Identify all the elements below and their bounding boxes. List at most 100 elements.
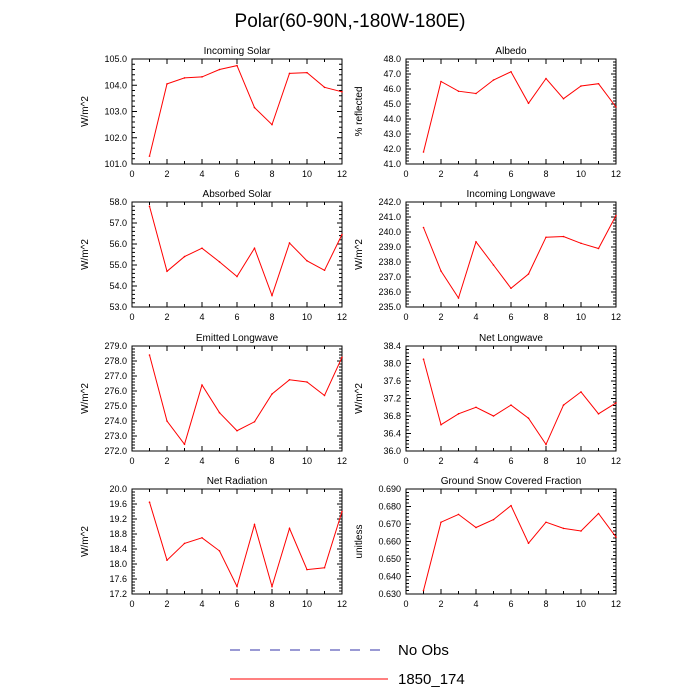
data-point (510, 70, 512, 73)
x-tick-label: 4 (473, 599, 478, 609)
data-point (597, 512, 600, 515)
data-point (323, 566, 326, 569)
x-tick-label: 2 (438, 599, 443, 609)
data-point (341, 510, 343, 513)
y-tick-label: 45.0 (383, 99, 401, 109)
y-tick-label: 48.0 (383, 54, 401, 64)
y-tick-label: 17.2 (109, 589, 127, 599)
data-point (545, 521, 547, 524)
y-tick-label: 278.0 (104, 356, 127, 366)
x-tick-label: 0 (403, 599, 408, 609)
y-tick-label: 18.0 (109, 559, 127, 569)
y-axis-label: unitless (354, 525, 365, 559)
x-tick-label: 6 (234, 599, 239, 609)
series-line-1850-174 (423, 358, 617, 446)
data-point (253, 420, 256, 423)
x-tick-label: 8 (543, 169, 548, 179)
x-tick-label: 8 (543, 599, 548, 609)
data-point (271, 294, 273, 297)
y-tick-label: 241.0 (378, 212, 401, 222)
x-tick-label: 0 (129, 169, 134, 179)
data-point (597, 413, 600, 415)
x-tick-label: 10 (576, 456, 586, 466)
data-point (236, 585, 238, 588)
data-point (201, 384, 203, 386)
series-line-1850-174 (423, 215, 617, 300)
x-tick-label: 12 (611, 169, 621, 179)
x-tick-label: 0 (403, 169, 408, 179)
x-tick-label: 0 (129, 312, 134, 322)
figure-title: Polar(60-90N,-180W-180E) (235, 11, 466, 32)
y-tick-label: 43.0 (383, 129, 401, 139)
y-tick-label: 36.0 (383, 446, 401, 456)
legend: No Obs 1850_174 (230, 642, 465, 688)
data-point (457, 297, 460, 299)
panel-incoming-longwave: Incoming Longwave W/m^2 0 2 4 6 8 10 12 235.0 236.… (354, 189, 621, 322)
y-tick-label: 18.4 (109, 544, 127, 554)
data-point (148, 155, 151, 157)
data-point (475, 240, 477, 243)
x-tick-label: 4 (473, 456, 478, 466)
data-point (562, 235, 565, 238)
x-tick-label: 4 (199, 169, 204, 179)
data-point (288, 72, 291, 75)
y-tick-label: 17.6 (109, 574, 127, 584)
data-point (253, 523, 256, 526)
data-point (562, 97, 565, 100)
y-tick-label: 53.0 (109, 302, 127, 312)
x-tick-label: 2 (438, 312, 443, 322)
data-point (422, 151, 425, 153)
data-point (615, 536, 617, 538)
data-point (253, 247, 256, 249)
data-point (615, 214, 617, 217)
data-point (545, 77, 547, 80)
x-tick-label: 12 (337, 312, 347, 322)
y-tick-label: 102.0 (104, 133, 127, 143)
x-tick-label: 10 (576, 312, 586, 322)
data-point (148, 501, 151, 503)
legend-label-1850-174: 1850_174 (398, 671, 465, 688)
data-point (475, 92, 477, 95)
legend-label-no-obs: No Obs (398, 642, 449, 659)
x-tick-label: 12 (337, 599, 347, 609)
data-point (562, 404, 565, 406)
data-point (510, 404, 512, 406)
x-tick-label: 12 (611, 456, 621, 466)
data-point (527, 417, 530, 419)
data-point (236, 275, 238, 278)
data-point (341, 91, 343, 93)
data-point (236, 64, 238, 67)
data-point (615, 402, 617, 404)
x-tick-label: 0 (403, 456, 408, 466)
y-tick-label: 274.0 (104, 416, 127, 426)
y-tick-label: 237.0 (378, 272, 401, 282)
data-point (183, 443, 186, 446)
y-tick-label: 41.0 (383, 159, 401, 169)
y-tick-label: 275.0 (104, 401, 127, 411)
data-point (323, 269, 326, 272)
x-tick-label: 2 (164, 312, 169, 322)
panel-title: Albedo (495, 46, 527, 57)
data-point (271, 585, 273, 588)
x-tick-label: 6 (508, 599, 513, 609)
data-point (341, 356, 343, 359)
data-point (492, 264, 495, 266)
data-point (288, 242, 291, 244)
data-point (440, 423, 442, 426)
data-point (148, 354, 151, 356)
data-point (615, 106, 617, 108)
x-tick-label: 8 (543, 312, 548, 322)
plot-frame (131, 58, 343, 165)
x-tick-label: 10 (302, 169, 312, 179)
data-point (580, 85, 582, 87)
data-point (580, 242, 582, 245)
data-point (562, 527, 565, 530)
x-tick-label: 2 (164, 456, 169, 466)
panel-title: Absorbed Solar (203, 189, 273, 200)
x-tick-label: 8 (269, 169, 274, 179)
y-tick-label: 104.0 (104, 80, 127, 90)
y-tick-label: 42.0 (383, 144, 401, 154)
y-axis-label: % reflected (354, 86, 365, 136)
panel-title: Emitted Longwave (196, 333, 279, 344)
y-tick-label: 36.8 (383, 411, 401, 421)
